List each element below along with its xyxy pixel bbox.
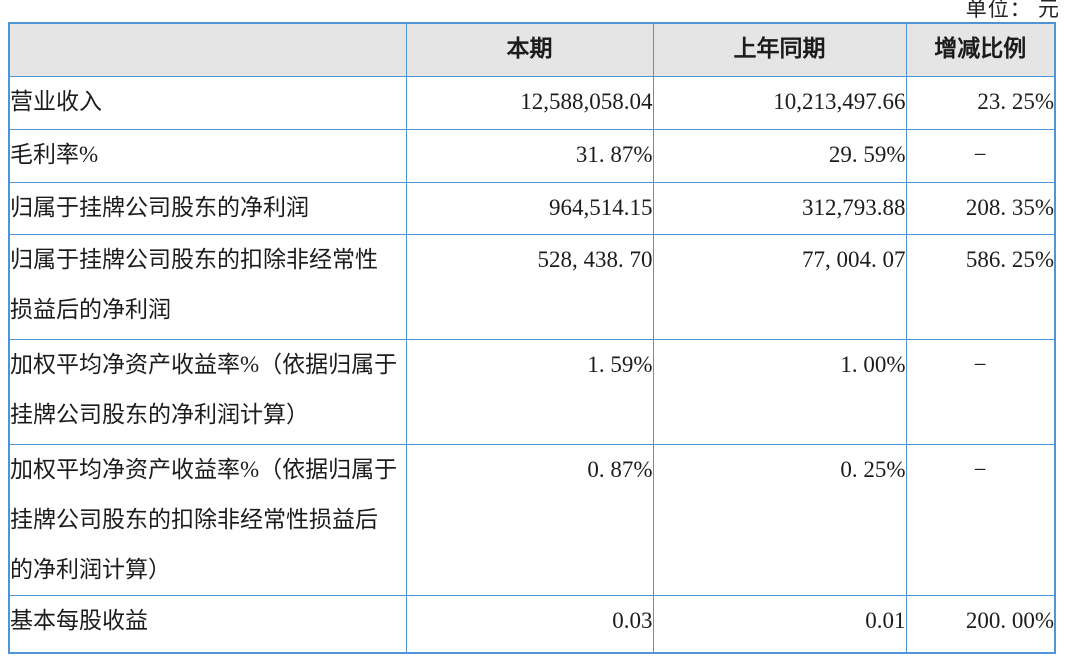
financial-summary-table: 本期 上年同期 增减比例 营业收入 12,588,058.04 10,213,4… — [8, 22, 1056, 654]
value-change: − — [905, 339, 1056, 445]
header-cell-current-period: 本期 — [405, 22, 654, 77]
value-current: 0.03 — [405, 595, 654, 654]
unit-label: 单位： 元 — [965, 0, 1060, 21]
table-row: 加权平均净资产收益率%（依据归属于 挂牌公司股东的净利润计算） 1. 59% 1… — [8, 339, 1056, 445]
table-row: 毛利率% 31. 87% 29. 59% − — [8, 129, 1056, 183]
table-row: 营业收入 12,588,058.04 10,213,497.66 23. 25% — [8, 76, 1056, 130]
value-prior: 1. 00% — [652, 339, 907, 445]
row-label: 营业收入 — [8, 76, 407, 130]
value-prior: 0. 25% — [652, 444, 907, 596]
row-label: 归属于挂牌公司股东的净利润 — [8, 182, 407, 235]
value-current: 31. 87% — [405, 129, 654, 183]
value-change: 586. 25% — [905, 234, 1056, 340]
row-label: 加权平均净资产收益率%（依据归属于 挂牌公司股东的净利润计算） — [8, 339, 407, 445]
value-current: 1. 59% — [405, 339, 654, 445]
value-change: − — [905, 444, 1056, 596]
row-label: 加权平均净资产收益率%（依据归属于 挂牌公司股东的扣除非经常性损益后 的净利润计… — [8, 444, 407, 596]
value-change: 200. 00% — [905, 595, 1056, 654]
value-current: 528, 438. 70 — [405, 234, 654, 340]
value-prior: 312,793.88 — [652, 182, 907, 235]
table-row: 归属于挂牌公司股东的净利润 964,514.15 312,793.88 208.… — [8, 182, 1056, 235]
value-prior: 77, 004. 07 — [652, 234, 907, 340]
value-change: 208. 35% — [905, 182, 1056, 235]
value-current: 12,588,058.04 — [405, 76, 654, 130]
row-label: 归属于挂牌公司股东的扣除非经常性 损益后的净利润 — [8, 234, 407, 340]
row-label: 毛利率% — [8, 129, 407, 183]
table-row: 加权平均净资产收益率%（依据归属于 挂牌公司股东的扣除非经常性损益后 的净利润计… — [8, 444, 1056, 596]
header-cell-prior-period: 上年同期 — [652, 22, 907, 77]
value-current: 0. 87% — [405, 444, 654, 596]
header-cell-change-ratio: 增减比例 — [905, 22, 1056, 77]
value-prior: 29. 59% — [652, 129, 907, 183]
value-prior: 10,213,497.66 — [652, 76, 907, 130]
header-row: 本期 上年同期 增减比例 — [8, 22, 1056, 77]
value-change: 23. 25% — [905, 76, 1056, 130]
value-prior: 0.01 — [652, 595, 907, 654]
header-cell-blank — [8, 22, 407, 77]
table-row: 基本每股收益 0.03 0.01 200. 00% — [8, 595, 1056, 654]
value-change: − — [905, 129, 1056, 183]
row-label: 基本每股收益 — [8, 595, 407, 654]
table-row: 归属于挂牌公司股东的扣除非经常性 损益后的净利润 528, 438. 70 77… — [8, 234, 1056, 340]
value-current: 964,514.15 — [405, 182, 654, 235]
